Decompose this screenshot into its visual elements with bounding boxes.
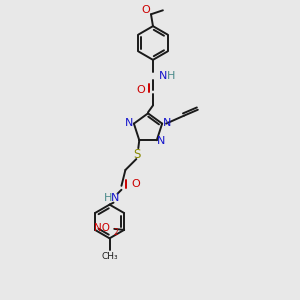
Text: CH₃: CH₃ — [101, 252, 118, 261]
Text: H: H — [103, 193, 112, 203]
Text: S: S — [134, 148, 141, 160]
Text: N: N — [111, 193, 120, 203]
Text: O: O — [137, 85, 146, 94]
Text: O: O — [131, 179, 140, 189]
Text: NO: NO — [94, 223, 110, 233]
Text: 2: 2 — [114, 228, 118, 237]
Text: N: N — [159, 71, 167, 81]
Text: N: N — [125, 118, 133, 128]
Text: N: N — [157, 136, 165, 146]
Text: H: H — [167, 71, 175, 81]
Text: O: O — [142, 5, 150, 15]
Text: N: N — [163, 118, 171, 128]
